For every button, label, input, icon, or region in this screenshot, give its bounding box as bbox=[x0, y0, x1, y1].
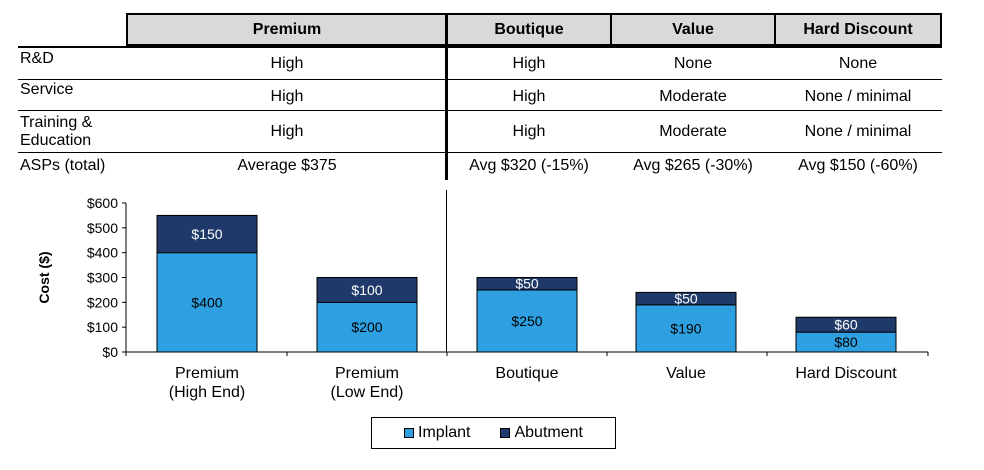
data-label-abutment: $100 bbox=[351, 282, 382, 298]
cell-rnd-premium: High bbox=[270, 54, 304, 72]
bar-abutment bbox=[316, 277, 418, 303]
row-divider bbox=[18, 79, 942, 80]
y-tick-label: $500 bbox=[87, 220, 118, 236]
row-label-rnd: R&D bbox=[20, 50, 54, 67]
data-label-abutment: $50 bbox=[515, 276, 539, 292]
bar-implant bbox=[316, 301, 418, 353]
bar-abutment bbox=[476, 277, 578, 291]
cell-asps-boutique: Avg $320 (-15%) bbox=[469, 157, 589, 174]
y-tick-label: $200 bbox=[87, 294, 118, 310]
cell-service-boutique: High bbox=[512, 88, 546, 105]
bar-abutment bbox=[795, 316, 897, 333]
header-boutique: Boutique bbox=[448, 15, 610, 44]
bar-implant bbox=[635, 304, 737, 353]
header-border bbox=[126, 13, 942, 46]
x-tick-label: Hard Discount bbox=[795, 365, 897, 382]
header-divider bbox=[610, 13, 612, 46]
data-label-implant: $200 bbox=[351, 319, 382, 335]
y-tick-label: $600 bbox=[87, 195, 118, 211]
legend-item-abutment: Abutment bbox=[500, 424, 583, 442]
bar-abutment bbox=[156, 214, 258, 254]
y-tick-label: $0 bbox=[102, 344, 118, 360]
comparison-table: Premium Boutique Value Hard Discount R&D… bbox=[0, 0, 984, 190]
cell-training-value: Moderate bbox=[659, 122, 727, 140]
x-tick-label: Boutique bbox=[495, 365, 558, 382]
row-label-service: Service bbox=[20, 81, 74, 98]
x-tick-label: (Low End) bbox=[331, 384, 404, 401]
cell-rnd-boutique: High bbox=[512, 54, 546, 72]
data-label-implant: $250 bbox=[511, 313, 542, 329]
header-divider bbox=[774, 13, 776, 46]
legend-item-implant: Implant bbox=[404, 424, 470, 442]
legend: Implant Abutment bbox=[371, 417, 616, 449]
x-tick-label: (High End) bbox=[169, 384, 245, 401]
row-divider bbox=[18, 110, 942, 111]
cell-service-hard-discount: None / minimal bbox=[804, 88, 912, 105]
cell-training-hard-discount: None / minimal bbox=[804, 122, 912, 140]
cell-training-boutique: High bbox=[512, 122, 546, 140]
x-tick-label: Premium bbox=[175, 365, 239, 382]
data-label-abutment: $50 bbox=[674, 291, 698, 307]
header-premium: Premium bbox=[128, 15, 446, 44]
y-tick-label: $100 bbox=[87, 319, 118, 335]
row-label-training: Training & Education bbox=[20, 113, 93, 149]
x-tick-label: Value bbox=[666, 365, 706, 382]
y-tick-label: $400 bbox=[87, 245, 118, 261]
cell-asps-premium: Average $375 bbox=[237, 157, 337, 174]
row-divider bbox=[18, 152, 942, 153]
legend-label-implant: Implant bbox=[418, 424, 471, 441]
data-label-implant: $400 bbox=[191, 294, 222, 310]
cell-rnd-hard-discount: None bbox=[838, 54, 878, 72]
stacked-bar-chart: $0 $100 $200 $300 $400 $500 $600 Cost ($) $400 $1… bbox=[36, 190, 929, 401]
cell-asps-value: Avg $265 (-30%) bbox=[633, 157, 753, 174]
cell-asps-hard-discount: Avg $150 (-60%) bbox=[798, 157, 918, 174]
data-label-abutment: $60 bbox=[834, 317, 858, 333]
header-hard-discount: Hard Discount bbox=[776, 15, 940, 44]
cell-training-premium: High bbox=[270, 122, 304, 140]
cell-rnd-value: None bbox=[673, 54, 713, 72]
data-label-abutment: $150 bbox=[191, 226, 222, 242]
row-label-asps: ASPs (total) bbox=[20, 157, 106, 174]
data-label-implant: $80 bbox=[834, 334, 858, 350]
section-divider bbox=[445, 13, 448, 180]
x-tick-label: Premium bbox=[335, 365, 399, 382]
cell-service-value: Moderate bbox=[659, 88, 727, 105]
header-value: Value bbox=[612, 15, 774, 44]
row-divider bbox=[18, 46, 942, 48]
bar-implant bbox=[476, 289, 578, 353]
data-label-implant: $190 bbox=[670, 320, 701, 336]
legend-swatch-abutment bbox=[500, 428, 511, 438]
legend-label-abutment: Abutment bbox=[514, 424, 583, 441]
legend-swatch-implant bbox=[404, 428, 415, 438]
y-axis-label: Cost ($) bbox=[36, 251, 52, 303]
cell-service-premium: High bbox=[270, 88, 304, 105]
bar-abutment bbox=[635, 291, 737, 306]
y-tick-label: $300 bbox=[87, 270, 118, 286]
